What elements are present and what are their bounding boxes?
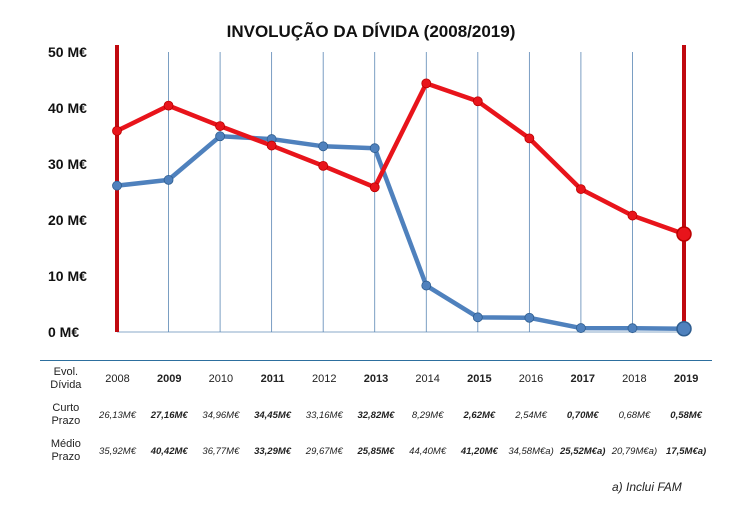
y-tick-label: 10 M€ <box>48 268 87 284</box>
row-header-medium: Médio Prazo <box>50 438 81 463</box>
data-point <box>676 226 692 242</box>
data-point <box>215 131 225 142</box>
footnote: a) Inclui FAM <box>612 480 682 494</box>
table-row-years: Evol. Dívida 2008 2009 2010 2011 2012 2013 201… <box>40 360 712 397</box>
short-term-cell: 8,29M€ <box>411 409 444 421</box>
data-point <box>627 323 638 334</box>
year-cell: 2018 <box>608 360 661 397</box>
data-point <box>576 323 586 333</box>
short-term-cell: 34,45M€ <box>254 409 292 421</box>
data-point <box>576 184 586 194</box>
medium-term-cell: 40,42M€ <box>150 445 188 457</box>
data-point <box>318 160 329 171</box>
data-point <box>266 140 277 151</box>
medium-term-cell: 17,5M€a) <box>666 445 707 457</box>
data-point <box>369 182 380 193</box>
year-cell: 2008 <box>91 360 144 397</box>
series-line <box>114 133 687 332</box>
y-tick-label: 20 M€ <box>48 212 87 228</box>
data-point <box>215 121 225 131</box>
short-term-cell: 0,58M€ <box>670 409 702 421</box>
short-term-cell: 34,96M€ <box>202 409 240 421</box>
y-tick-label: 0 M€ <box>48 324 79 340</box>
chart-title: INVOLUÇÃO DA DÍVIDA (2008/2019) <box>226 22 516 41</box>
year-cell: 2009 <box>143 360 196 397</box>
data-point <box>421 280 432 291</box>
line-chart: 0 M€ 10 M€ 20 M€ 30 M€ 40 M€ 50 M€ <box>48 44 692 340</box>
data-point <box>472 312 483 323</box>
data-point <box>676 321 692 337</box>
series-lines <box>114 81 687 332</box>
short-term-cell: 2,62M€ <box>463 409 496 421</box>
data-point <box>524 133 535 144</box>
medium-term-cell: 29,67M€ <box>305 445 343 457</box>
short-term-cell: 0,70M€ <box>566 409 599 421</box>
short-term-cell: 0,68M€ <box>618 409 651 421</box>
data-table: Evol. Dívida 2008 2009 2010 2011 2012 2013 201… <box>40 360 712 469</box>
medium-term-cell: 25,85M€ <box>357 445 395 457</box>
data-point <box>163 100 174 111</box>
medium-term-cell: 34,58M€a) <box>508 445 554 457</box>
data-point <box>112 180 122 191</box>
data-point <box>369 143 380 154</box>
data-point <box>112 125 122 136</box>
medium-term-cell: 25,52M€a) <box>560 445 606 457</box>
data-point <box>524 312 535 323</box>
y-tick-label: 40 M€ <box>48 100 87 116</box>
series-line <box>114 81 687 237</box>
row-header-short: Curto Prazo <box>51 402 81 427</box>
y-tick-label: 50 M€ <box>48 44 87 60</box>
short-term-cell: 2,54M€ <box>515 409 547 421</box>
table-row-short-term: Curto Prazo 26,13M€ 27,16M€ 34,96M€ 34,45M€… <box>40 397 712 433</box>
year-cell: 2019 <box>660 360 712 397</box>
medium-term-cell: 36,77M€ <box>202 445 240 457</box>
medium-term-cell: 35,92M€ <box>99 445 137 457</box>
short-term-cell: 27,16M€ <box>150 409 188 421</box>
medium-term-cell: 44,40M€ <box>409 445 447 457</box>
short-term-cell: 33,16M€ <box>305 409 343 421</box>
row-header-evol: Evol. Dívida <box>40 360 92 397</box>
year-cell: 2014 <box>401 360 454 397</box>
data-point <box>318 141 329 152</box>
year-cell: 2017 <box>556 360 609 397</box>
data-point <box>163 175 174 185</box>
year-cell: 2013 <box>350 360 402 397</box>
medium-term-cell: 33,29M€ <box>254 445 292 457</box>
year-cell: 2011 <box>246 360 299 397</box>
year-cell: 2015 <box>453 360 506 397</box>
short-term-cell: 32,82M€ <box>357 409 395 421</box>
year-cell: 2012 <box>298 360 351 397</box>
grid-lines <box>115 45 686 333</box>
data-point <box>421 78 432 89</box>
medium-term-cell: 41,20M€ <box>460 445 498 457</box>
medium-term-cell: 20,79M€a) <box>611 445 658 457</box>
series-points <box>112 78 692 337</box>
short-term-cell: 26,13M€ <box>99 409 137 421</box>
year-cell: 2016 <box>505 360 557 397</box>
table-row-medium-term: Médio Prazo 35,92M€ 40,42M€ 36,77M€ 33,29M€… <box>40 433 712 469</box>
data-point <box>627 210 638 221</box>
year-cell: 2010 <box>195 360 247 397</box>
y-axis-ticks: 0 M€ 10 M€ 20 M€ 30 M€ 40 M€ 50 M€ <box>48 44 87 340</box>
y-tick-label: 30 M€ <box>48 156 87 172</box>
data-point <box>472 96 483 107</box>
